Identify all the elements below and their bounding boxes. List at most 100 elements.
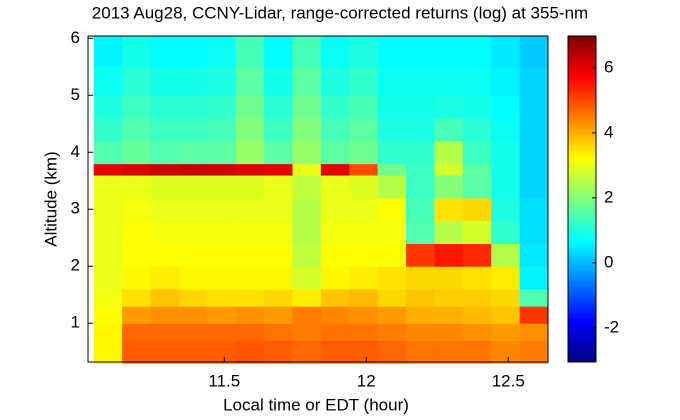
heatmap-cell	[320, 163, 350, 176]
heatmap-cell	[519, 66, 549, 96]
heatmap-cell	[292, 118, 322, 142]
y-tick-label: 6	[71, 28, 80, 47]
heatmap-cell	[264, 306, 293, 324]
heatmap-cell	[406, 340, 435, 364]
heatmap-cell	[434, 306, 464, 324]
colorbar-strip	[568, 136, 596, 140]
colorbar-strip	[568, 302, 596, 306]
colorbar-strip	[568, 237, 596, 241]
heatmap-cell	[462, 140, 492, 165]
heatmap-cell	[264, 163, 293, 176]
colorbar-strip	[568, 133, 596, 138]
heatmap-cell	[320, 36, 350, 68]
colorbar-strip	[568, 283, 596, 287]
heatmap-cell	[519, 323, 549, 341]
heatmap-cell	[434, 140, 464, 165]
heatmap-cell	[491, 163, 521, 176]
colorbar-strip	[568, 82, 596, 86]
heatmap-cell	[207, 36, 237, 68]
heatmap-cell	[462, 95, 492, 119]
colorbar-strip	[568, 207, 596, 211]
y-tick-label: 5	[71, 85, 80, 104]
heatmap-cell	[264, 36, 293, 68]
heatmap-cell	[491, 95, 521, 119]
colorbar-strip	[568, 106, 596, 110]
colorbar-strip	[568, 131, 596, 135]
heatmap-cell	[519, 175, 549, 199]
colorbar-strip	[568, 98, 596, 102]
colorbar-strip	[568, 218, 596, 222]
heatmap-cell	[491, 220, 521, 244]
heatmap-cell	[122, 243, 151, 267]
heatmap-cell	[349, 36, 379, 68]
colorbar-strip	[568, 196, 596, 200]
heatmap-cell	[122, 306, 151, 324]
heatmap-cell	[491, 289, 521, 307]
colorbar-strip	[568, 190, 596, 195]
colorbar-strip	[568, 242, 596, 246]
colorbar-strip	[568, 65, 596, 70]
heatmap-cell	[122, 95, 151, 119]
heatmap-cell	[462, 197, 492, 222]
heatmap-cell	[292, 340, 322, 364]
colorbar-strip	[568, 174, 596, 178]
heatmap-cell	[377, 175, 407, 199]
heatmap-cell	[377, 243, 407, 267]
heatmap-cell	[93, 140, 123, 165]
colorbar-strip	[568, 63, 596, 67]
heatmap-cell	[434, 323, 464, 341]
colorbar-strip	[568, 84, 596, 89]
heatmap-cell	[377, 220, 407, 244]
colorbar-strip	[568, 41, 596, 45]
heatmap-cell	[462, 266, 492, 290]
heatmap-cell	[377, 95, 407, 119]
colorbar-tick-label: 4	[604, 122, 613, 141]
colorbar-strip	[568, 359, 596, 363]
heatmap-cell	[320, 323, 350, 341]
colorbar-strip	[568, 256, 596, 260]
heatmap-cell	[122, 118, 151, 142]
heatmap-cell	[264, 66, 293, 96]
heatmap-cell	[122, 289, 151, 307]
colorbar-strip	[568, 272, 596, 276]
colorbar-strip	[568, 122, 596, 127]
heatmap-cell	[235, 197, 265, 222]
colorbar-strip	[568, 342, 596, 347]
heatmap-cell	[207, 323, 237, 341]
heatmap-cell	[235, 66, 265, 96]
colorbar-strip	[568, 321, 596, 325]
heatmap-cell	[377, 340, 407, 364]
colorbar-strip	[568, 163, 596, 167]
heatmap-cell	[207, 66, 237, 96]
heatmap-cell	[150, 220, 180, 244]
heatmap-cell	[406, 289, 435, 307]
heatmap-cell	[406, 306, 435, 324]
colorbar-strip	[568, 239, 596, 243]
colorbar-strip	[568, 177, 596, 181]
heatmap-cell	[434, 66, 464, 96]
colorbar-strip	[568, 310, 596, 314]
heatmap-cell	[349, 323, 379, 341]
heatmap-cell	[406, 95, 435, 119]
heatmap-cell	[207, 197, 237, 222]
heatmap-cell	[235, 175, 265, 199]
heatmap-cell	[93, 66, 123, 96]
colorbar-strip	[568, 155, 596, 159]
heatmap-cell	[491, 140, 521, 165]
colorbar-strip	[568, 152, 596, 157]
heatmap-cell	[122, 175, 151, 199]
heatmap-cell	[292, 140, 322, 165]
colorbar-strip	[568, 103, 596, 108]
colorbar-strip	[568, 76, 596, 80]
colorbar-strip	[568, 304, 596, 309]
heatmap-cell	[434, 289, 464, 307]
heatmap-cell	[434, 163, 464, 176]
colorbar-strip	[568, 313, 596, 317]
heatmap-cell	[292, 163, 322, 176]
heatmap-cell	[292, 36, 322, 68]
heatmap-cell	[235, 289, 265, 307]
heatmap-cell	[406, 197, 435, 222]
heatmap-cell	[207, 163, 237, 176]
heatmap-cell	[434, 197, 464, 222]
x-tick-label: 11.5	[208, 371, 240, 390]
